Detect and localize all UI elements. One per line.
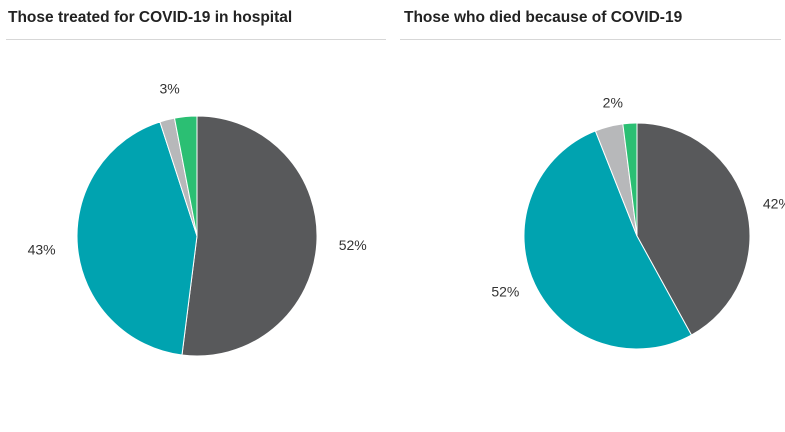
pie-slice-3 xyxy=(173,115,198,237)
pie-chart-deaths: 42% 52% 2% xyxy=(491,94,785,350)
chart-panel-deaths: Those who died because of COVID-19 42% 52… xyxy=(400,0,785,432)
chart-title-deaths: Those who died because of COVID-19 xyxy=(404,9,683,26)
slice-label-43-pct: 43% xyxy=(28,241,56,257)
pie-chart-hospital: 52% 43% 3% xyxy=(28,81,367,357)
pie-slice-1 xyxy=(76,121,198,356)
slice-label-3-pct: 3% xyxy=(159,81,179,97)
title-divider xyxy=(6,39,386,40)
pie-slice-0 xyxy=(636,122,751,336)
pie-slice-1 xyxy=(523,130,693,350)
slice-label-52-pct: 52% xyxy=(491,283,519,299)
chart-title-hospital: Those treated for COVID-19 in hospital xyxy=(8,9,293,26)
slice-label-2-pct: 2% xyxy=(603,94,623,110)
pie-slice-3 xyxy=(622,122,638,237)
slice-label-52-pct: 52% xyxy=(339,237,367,253)
slice-label-42-pct: 42% xyxy=(763,196,785,212)
pie-slice-0 xyxy=(181,115,318,357)
title-divider xyxy=(400,39,781,40)
chart-panel-hospital: Those treated for COVID-19 in hospital 5… xyxy=(0,0,392,432)
